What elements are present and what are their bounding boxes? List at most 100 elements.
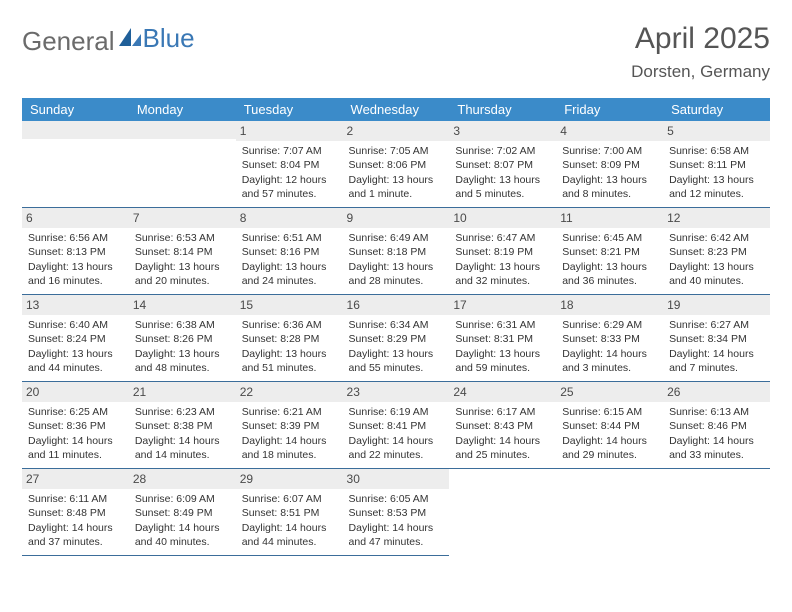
sunset-text: Sunset: 8:09 PM xyxy=(562,158,657,172)
calendar-cell: 3Sunrise: 7:02 AMSunset: 8:07 PMDaylight… xyxy=(449,121,556,208)
day2-text: and 32 minutes. xyxy=(455,274,550,288)
day-number: 15 xyxy=(236,295,343,315)
title-block: April 2025 Dorsten, Germany xyxy=(631,18,770,82)
calendar-table: Sunday Monday Tuesday Wednesday Thursday… xyxy=(22,98,770,556)
day2-text: and 14 minutes. xyxy=(135,448,230,462)
month-title: April 2025 xyxy=(631,22,770,56)
sunrise-text: Sunrise: 6:34 AM xyxy=(349,318,444,332)
calendar-header-row: Sunday Monday Tuesday Wednesday Thursday… xyxy=(22,98,770,121)
calendar-cell: 18Sunrise: 6:29 AMSunset: 8:33 PMDayligh… xyxy=(556,295,663,382)
weekday-header: Tuesday xyxy=(236,98,343,121)
calendar-cell: 1Sunrise: 7:07 AMSunset: 8:04 PMDaylight… xyxy=(236,121,343,208)
empty-day-band xyxy=(129,121,236,139)
calendar-cell: 12Sunrise: 6:42 AMSunset: 8:23 PMDayligh… xyxy=(663,208,770,295)
sunrise-text: Sunrise: 6:19 AM xyxy=(349,405,444,419)
calendar-cell: 20Sunrise: 6:25 AMSunset: 8:36 PMDayligh… xyxy=(22,382,129,469)
calendar-row: 1Sunrise: 7:07 AMSunset: 8:04 PMDaylight… xyxy=(22,121,770,208)
calendar-cell: 19Sunrise: 6:27 AMSunset: 8:34 PMDayligh… xyxy=(663,295,770,382)
sunrise-text: Sunrise: 6:15 AM xyxy=(562,405,657,419)
sunset-text: Sunset: 8:14 PM xyxy=(135,245,230,259)
day2-text: and 57 minutes. xyxy=(242,187,337,201)
day2-text: and 22 minutes. xyxy=(349,448,444,462)
day1-text: Daylight: 14 hours xyxy=(28,434,123,448)
day2-text: and 40 minutes. xyxy=(669,274,764,288)
calendar-cell: 22Sunrise: 6:21 AMSunset: 8:39 PMDayligh… xyxy=(236,382,343,469)
day2-text: and 44 minutes. xyxy=(242,535,337,549)
day-number: 18 xyxy=(556,295,663,315)
calendar-body: 1Sunrise: 7:07 AMSunset: 8:04 PMDaylight… xyxy=(22,121,770,556)
day2-text: and 48 minutes. xyxy=(135,361,230,375)
sunset-text: Sunset: 8:19 PM xyxy=(455,245,550,259)
day-number: 20 xyxy=(22,382,129,402)
sunrise-text: Sunrise: 6:29 AM xyxy=(562,318,657,332)
sunrise-text: Sunrise: 6:42 AM xyxy=(669,231,764,245)
sunset-text: Sunset: 8:18 PM xyxy=(349,245,444,259)
sunrise-text: Sunrise: 6:40 AM xyxy=(28,318,123,332)
sunrise-text: Sunrise: 7:05 AM xyxy=(349,144,444,158)
sunset-text: Sunset: 8:44 PM xyxy=(562,419,657,433)
day2-text: and 25 minutes. xyxy=(455,448,550,462)
day-number: 23 xyxy=(343,382,450,402)
sunrise-text: Sunrise: 6:53 AM xyxy=(135,231,230,245)
sunset-text: Sunset: 8:26 PM xyxy=(135,332,230,346)
day-number: 27 xyxy=(22,469,129,489)
sunset-text: Sunset: 8:49 PM xyxy=(135,506,230,520)
day-number: 17 xyxy=(449,295,556,315)
day-number: 19 xyxy=(663,295,770,315)
calendar-row: 27Sunrise: 6:11 AMSunset: 8:48 PMDayligh… xyxy=(22,469,770,556)
brand-part2: Blue xyxy=(143,23,195,54)
calendar-cell: 14Sunrise: 6:38 AMSunset: 8:26 PMDayligh… xyxy=(129,295,236,382)
sunset-text: Sunset: 8:28 PM xyxy=(242,332,337,346)
day1-text: Daylight: 13 hours xyxy=(562,260,657,274)
day-number: 5 xyxy=(663,121,770,141)
day1-text: Daylight: 13 hours xyxy=(455,347,550,361)
day2-text: and 29 minutes. xyxy=(562,448,657,462)
sunset-text: Sunset: 8:29 PM xyxy=(349,332,444,346)
calendar-cell xyxy=(663,469,770,556)
sunset-text: Sunset: 8:06 PM xyxy=(349,158,444,172)
day2-text: and 18 minutes. xyxy=(242,448,337,462)
calendar-cell xyxy=(129,121,236,208)
calendar-cell: 13Sunrise: 6:40 AMSunset: 8:24 PMDayligh… xyxy=(22,295,129,382)
day2-text: and 40 minutes. xyxy=(135,535,230,549)
day1-text: Daylight: 13 hours xyxy=(349,173,444,187)
day1-text: Daylight: 13 hours xyxy=(455,173,550,187)
calendar-cell: 28Sunrise: 6:09 AMSunset: 8:49 PMDayligh… xyxy=(129,469,236,556)
day-number: 21 xyxy=(129,382,236,402)
day1-text: Daylight: 14 hours xyxy=(562,434,657,448)
day2-text: and 1 minute. xyxy=(349,187,444,201)
sunrise-text: Sunrise: 6:31 AM xyxy=(455,318,550,332)
day1-text: Daylight: 13 hours xyxy=(349,347,444,361)
calendar-cell: 9Sunrise: 6:49 AMSunset: 8:18 PMDaylight… xyxy=(343,208,450,295)
calendar-row: 13Sunrise: 6:40 AMSunset: 8:24 PMDayligh… xyxy=(22,295,770,382)
day-number: 7 xyxy=(129,208,236,228)
sunrise-text: Sunrise: 6:51 AM xyxy=(242,231,337,245)
sunrise-text: Sunrise: 6:45 AM xyxy=(562,231,657,245)
day2-text: and 33 minutes. xyxy=(669,448,764,462)
sunrise-text: Sunrise: 6:07 AM xyxy=(242,492,337,506)
sunrise-text: Sunrise: 7:02 AM xyxy=(455,144,550,158)
sunrise-text: Sunrise: 6:56 AM xyxy=(28,231,123,245)
weekday-header: Saturday xyxy=(663,98,770,121)
sunset-text: Sunset: 8:51 PM xyxy=(242,506,337,520)
calendar-cell: 27Sunrise: 6:11 AMSunset: 8:48 PMDayligh… xyxy=(22,469,129,556)
sunrise-text: Sunrise: 6:25 AM xyxy=(28,405,123,419)
calendar-cell: 21Sunrise: 6:23 AMSunset: 8:38 PMDayligh… xyxy=(129,382,236,469)
calendar-cell: 15Sunrise: 6:36 AMSunset: 8:28 PMDayligh… xyxy=(236,295,343,382)
calendar-cell: 29Sunrise: 6:07 AMSunset: 8:51 PMDayligh… xyxy=(236,469,343,556)
sunrise-text: Sunrise: 6:36 AM xyxy=(242,318,337,332)
day2-text: and 16 minutes. xyxy=(28,274,123,288)
calendar-cell xyxy=(556,469,663,556)
sunrise-text: Sunrise: 6:47 AM xyxy=(455,231,550,245)
day-number: 3 xyxy=(449,121,556,141)
day-number: 25 xyxy=(556,382,663,402)
day1-text: Daylight: 14 hours xyxy=(242,434,337,448)
weekday-header: Thursday xyxy=(449,98,556,121)
day2-text: and 7 minutes. xyxy=(669,361,764,375)
location: Dorsten, Germany xyxy=(631,62,770,82)
weekday-header: Sunday xyxy=(22,98,129,121)
day1-text: Daylight: 13 hours xyxy=(669,173,764,187)
brand-logo: General Blue xyxy=(22,26,195,57)
sunrise-text: Sunrise: 6:09 AM xyxy=(135,492,230,506)
calendar-cell: 4Sunrise: 7:00 AMSunset: 8:09 PMDaylight… xyxy=(556,121,663,208)
